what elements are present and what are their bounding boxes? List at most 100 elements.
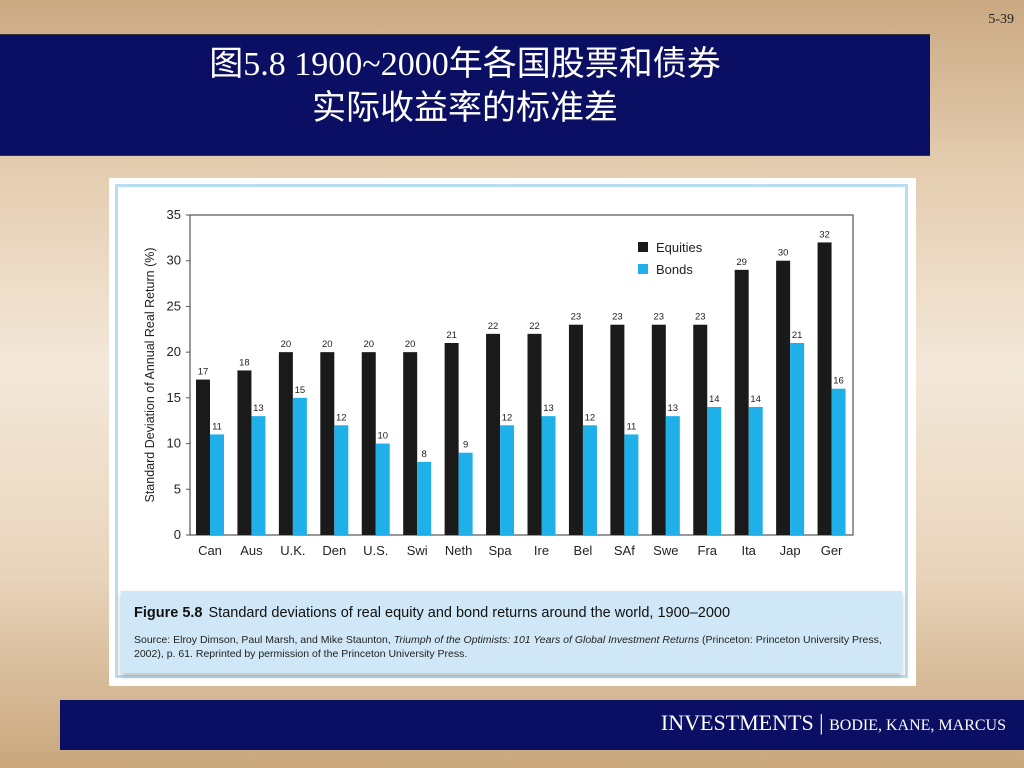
legend-label-equities: Equities — [656, 240, 703, 255]
bonds-bar — [417, 462, 431, 535]
figure-description: Standard deviations of real equity and b… — [209, 605, 731, 621]
bonds-bar — [459, 453, 473, 535]
bonds-data-label: 9 — [463, 440, 468, 451]
equities-bar — [735, 270, 749, 535]
bonds-data-label: 21 — [792, 330, 803, 341]
caption-title: Figure 5.8 Standard deviations of real eq… — [134, 605, 730, 621]
figure-label: Figure 5.8 — [134, 605, 203, 621]
equities-data-label: 22 — [488, 321, 499, 332]
equities-data-label: 22 — [529, 321, 540, 332]
bonds-data-label: 13 — [668, 403, 679, 414]
source-book-title: Triumph of the Optimists: 101 Years of G… — [394, 634, 699, 646]
y-tick-label: 35 — [167, 207, 181, 222]
source-prefix: Source: Elroy Dimson, Paul Marsh, and Mi… — [134, 634, 394, 646]
equities-data-label: 32 — [819, 229, 830, 240]
equities-data-label: 23 — [654, 312, 665, 323]
footer-authors: BODIE, KANE, MARCUS — [829, 717, 1006, 734]
slide-title-line-2: 实际收益率的标准差 — [0, 87, 930, 131]
bonds-bar — [790, 343, 804, 535]
y-axis-label: Standard Deviation of Annual Real Return… — [143, 247, 157, 502]
bonds-data-label: 12 — [336, 412, 347, 423]
x-tick-label: U.K. — [280, 543, 305, 558]
bonds-bar — [376, 444, 390, 535]
footer-text: INVESTMENTS | BODIE, KANE, MARCUS — [661, 710, 1006, 736]
bonds-data-label: 12 — [585, 412, 596, 423]
equities-bar — [818, 242, 832, 535]
x-tick-label: Ire — [534, 543, 549, 558]
bonds-data-label: 11 — [626, 421, 636, 432]
bar-chart: 0 5 10 15 20 25 30 35 Standard Deviation of Annu… — [118, 187, 905, 591]
equities-data-label: 21 — [446, 330, 457, 341]
equities-data-label: 20 — [405, 339, 416, 350]
slide-number: 5-39 — [988, 12, 1014, 28]
bonds-bar — [666, 416, 680, 535]
slide-title-line-1: 图5.8 1900~2000年各国股票和债券 — [0, 35, 930, 87]
bonds-data-label: 16 — [833, 376, 844, 387]
equities-data-label: 17 — [198, 367, 209, 378]
figure-frame: 0 5 10 15 20 25 30 35 Standard Deviation of Annu… — [109, 178, 916, 686]
x-tick-label: Swi — [407, 543, 428, 558]
equities-data-label: 20 — [281, 339, 292, 350]
bonds-bar — [583, 425, 597, 535]
equities-data-label: 23 — [612, 312, 623, 323]
equities-bar — [320, 352, 334, 535]
x-tick-label: SAf — [614, 543, 635, 558]
equities-data-label: 29 — [736, 257, 747, 268]
bonds-bar — [624, 434, 638, 535]
x-tick-label: Neth — [445, 543, 472, 558]
equities-data-label: 23 — [571, 312, 582, 323]
y-tick-label: 15 — [167, 390, 181, 405]
equities-bar — [403, 352, 417, 535]
x-tick-label: Swe — [653, 543, 678, 558]
equities-bar — [362, 352, 376, 535]
equities-bar — [237, 370, 251, 535]
footer-bar: INVESTMENTS | BODIE, KANE, MARCUS — [60, 700, 1024, 750]
bonds-bar — [749, 407, 763, 535]
y-tick-label: 0 — [174, 527, 181, 542]
equities-bar — [569, 325, 583, 535]
x-tick-label: Ita — [741, 543, 756, 558]
bonds-data-label: 10 — [377, 431, 388, 442]
legend-swatch-bonds — [638, 264, 648, 274]
bonds-bar — [293, 398, 307, 535]
equities-data-label: 20 — [363, 339, 374, 350]
footer-book-title: INVESTMENTS | — [661, 710, 829, 735]
bonds-data-label: 13 — [543, 403, 554, 414]
equities-bar — [610, 325, 624, 535]
x-tick-label: Den — [322, 543, 346, 558]
x-tick-label: Fra — [698, 543, 718, 558]
equities-data-label: 18 — [239, 357, 250, 368]
bonds-bar — [210, 434, 224, 535]
equities-bar — [693, 325, 707, 535]
x-tick-label: Bel — [574, 543, 593, 558]
y-tick-label: 5 — [174, 481, 181, 496]
equities-data-label: 20 — [322, 339, 333, 350]
legend-label-bonds: Bonds — [656, 262, 693, 277]
x-tick-label: U.S. — [363, 543, 388, 558]
legend-swatch-equities — [638, 242, 648, 252]
equities-bar — [279, 352, 293, 535]
bonds-data-label: 14 — [709, 394, 720, 405]
equities-bar — [652, 325, 666, 535]
caption-source: Source: Elroy Dimson, Paul Marsh, and Mi… — [134, 633, 894, 661]
y-tick-label: 30 — [167, 253, 181, 268]
bonds-data-label: 11 — [212, 421, 222, 432]
bonds-bar — [707, 407, 721, 535]
equities-data-label: 30 — [778, 248, 789, 259]
x-tick-label: Spa — [488, 543, 512, 558]
bonds-bar — [832, 389, 846, 535]
bonds-bar — [500, 425, 514, 535]
equities-bar — [528, 334, 542, 535]
bonds-bar — [251, 416, 265, 535]
equities-bar — [486, 334, 500, 535]
bonds-data-label: 15 — [295, 385, 306, 396]
bonds-bar — [334, 425, 348, 535]
y-tick-label: 10 — [167, 436, 181, 451]
x-tick-label: Can — [198, 543, 222, 558]
bonds-data-label: 12 — [502, 412, 513, 423]
title-bar: 图5.8 1900~2000年各国股票和债券 实际收益率的标准差 — [0, 34, 930, 156]
equities-data-label: 23 — [695, 312, 706, 323]
equities-bar — [445, 343, 459, 535]
bonds-data-label: 14 — [750, 394, 761, 405]
bonds-data-label: 8 — [422, 449, 427, 460]
